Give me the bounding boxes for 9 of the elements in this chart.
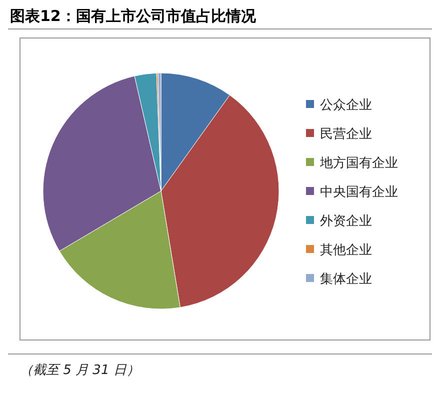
legend-label: 地方国有企业: [319, 155, 398, 171]
legend-label: 外资企业: [320, 214, 372, 229]
legend-label: 集体企业: [320, 272, 372, 287]
legend-label: 公众企业: [320, 98, 372, 113]
legend-label: 其他企业: [320, 243, 372, 258]
legend-label: 中央国有企业: [320, 185, 398, 200]
text: （截至 5 月 31 日）: [20, 363, 140, 378]
legend-label: 民营企业: [320, 127, 372, 142]
chart-title: 图表12：国有上市公司市值占比情况: [10, 7, 257, 25]
